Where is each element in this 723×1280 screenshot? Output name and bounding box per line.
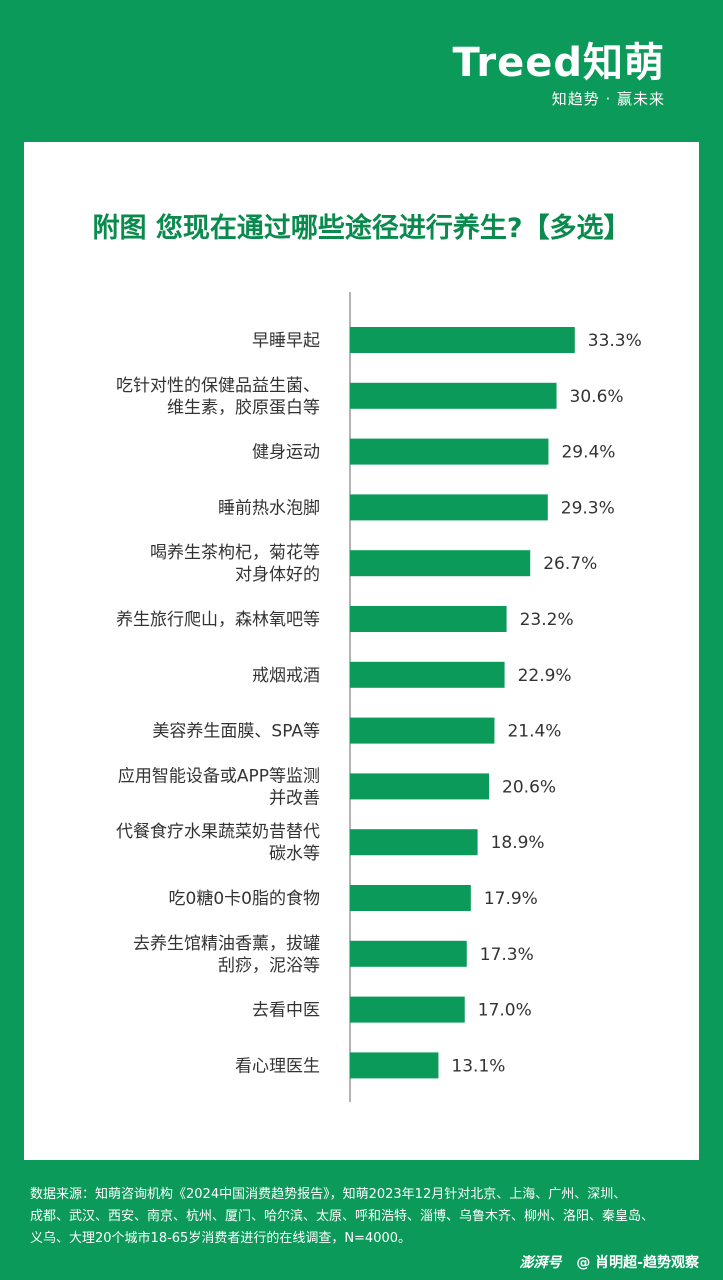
value-label-11: 17.3%: [480, 945, 534, 965]
value-label-13: 13.1%: [451, 1056, 505, 1076]
category-label-7: 美容养生面膜、SPA等: [152, 722, 320, 742]
value-label-5: 23.2%: [520, 610, 574, 630]
category-label-13: 看心理医生: [235, 1056, 320, 1076]
category-label-6: 戒烟戒酒: [252, 666, 320, 686]
value-label-2: 29.4%: [561, 443, 615, 463]
value-label-6: 22.9%: [518, 666, 572, 686]
value-label-1: 30.6%: [570, 387, 624, 407]
bar-4: [350, 550, 531, 577]
bar-1: [350, 382, 557, 409]
bar-2: [350, 438, 549, 465]
category-label-8: 应用智能设备或APP等监测并改善: [118, 766, 320, 808]
chart-title: 附图 您现在通过哪些途径进行养生?【多选】: [92, 213, 631, 244]
bar-0: [350, 327, 575, 353]
brand: Treed知萌 知趋势 · 赢未来: [452, 40, 665, 109]
value-label-3: 29.3%: [561, 498, 615, 518]
source-line-1: 数据来源：知萌咨询机构《2024中国消费趋势报告》，知萌2023年12月针对北京…: [30, 1187, 627, 1202]
credit: 澎湃号 @ 肖明超-趋势观察: [519, 1252, 699, 1272]
data-source-note: 数据来源：知萌咨询机构《2024中国消费趋势报告》，知萌2023年12月针对北京…: [30, 1184, 702, 1250]
bar-5: [350, 606, 507, 632]
value-label-0: 33.3%: [588, 331, 642, 351]
value-label-10: 17.9%: [484, 889, 538, 909]
value-label-9: 18.9%: [491, 833, 545, 853]
bar-8: [350, 773, 490, 800]
value-label-7: 21.4%: [507, 722, 561, 742]
credit-source: 澎湃号: [519, 1255, 562, 1271]
credit-author: @ 肖明超-趋势观察: [576, 1255, 699, 1271]
bar-3: [350, 494, 548, 521]
category-label-1: 吃针对性的保健品益生菌、维生素，胶原蛋白等: [116, 376, 320, 418]
bar-6: [350, 661, 505, 688]
bar-13: [350, 1052, 439, 1079]
category-label-3: 睡前热水泡脚: [218, 498, 320, 518]
value-label-4: 26.7%: [543, 554, 597, 574]
bar-11: [350, 940, 467, 967]
category-label-9: 代餐食疗水果蔬菜奶昔替代碳水等: [116, 822, 320, 864]
bar-12: [350, 996, 465, 1023]
category-label-5: 养生旅行爬山，森林氧吧等: [116, 610, 320, 630]
category-label-0: 早睡早起: [252, 331, 320, 351]
bar-chart: 33.3% 早睡早起 30.6% 吃针对性的保健品益生菌、维生素，胶原蛋白等 29.4%…: [116, 292, 642, 1102]
chart-card: 附图 您现在通过哪些途径进行养生?【多选】 33.3% 早睡早起 30.6% 吃针对性…: [24, 142, 699, 1160]
category-label-4: 喝养生茶枸杞，菊花等对身体好的: [150, 543, 320, 585]
bar-9: [350, 829, 478, 856]
category-label-11: 去养生馆精油香薰，拔罐刮痧，泥浴等: [133, 934, 320, 976]
source-line-3: 义乌、大理20个城市18-65岁消费者进行的在线调查，N=4000。: [30, 1231, 412, 1246]
category-label-2: 健身运动: [252, 443, 320, 463]
source-line-2: 成都、武汉、西安、南京、杭州、厦门、哈尔滨、太原、呼和浩特、淄博、乌鲁木齐、柳州…: [30, 1209, 655, 1224]
category-label-12: 去看中医: [252, 1001, 320, 1021]
brand-slogan: 知趋势 · 赢未来: [551, 90, 665, 108]
bar-10: [350, 885, 471, 911]
category-label-10: 吃0糖0卡0脂的食物: [169, 889, 320, 909]
value-label-12: 17.0%: [478, 1001, 532, 1021]
bar-7: [350, 717, 495, 744]
value-label-8: 20.6%: [502, 777, 556, 797]
brand-logo: Treed知萌: [452, 40, 665, 86]
